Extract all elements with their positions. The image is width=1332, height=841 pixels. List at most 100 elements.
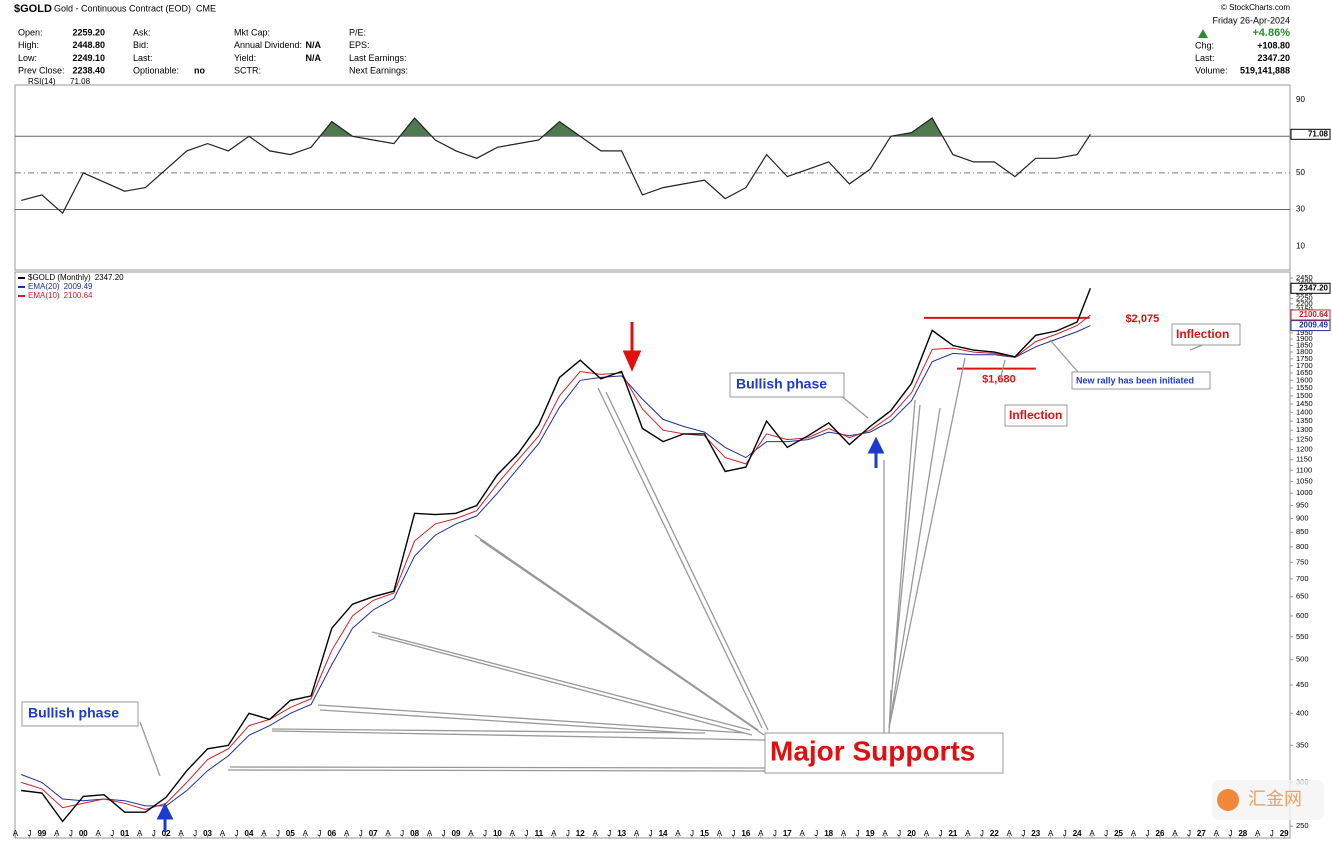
x-tick-label: A <box>965 829 971 838</box>
x-tick-label: J <box>566 829 570 838</box>
x-tick-label: J <box>193 829 197 838</box>
annotation-box <box>729 372 845 398</box>
x-tick-label: A <box>13 829 19 838</box>
rsi-line <box>21 117 1091 215</box>
y-tick-label: 800 <box>1296 542 1309 551</box>
watermark-box <box>1212 780 1324 820</box>
y-tick-label: 2200 <box>1296 299 1313 308</box>
x-tick-label: A <box>1048 829 1054 838</box>
x-tick-label: A <box>717 829 723 838</box>
legend-entry: $GOLD (Monthly) <box>28 273 91 282</box>
field-label: High: <box>18 40 39 50</box>
field-value: 2249.10 <box>72 53 105 63</box>
watermark-logo <box>1217 789 1239 811</box>
legend-entry: EMA(10) <box>28 291 60 300</box>
x-tick-label: 17 <box>783 829 792 838</box>
legend-entry: RSI(14) <box>28 77 56 86</box>
last-value: 2009.49 <box>1299 321 1328 330</box>
x-tick-label: A <box>96 829 102 838</box>
arrows <box>156 322 885 832</box>
price-chart: 25 03 00 350 400 450 500 550 600 650 700 750 800 850 9… <box>13 273 1331 838</box>
annotation-box <box>764 732 1004 774</box>
x-tick-label: J <box>1187 829 1191 838</box>
x-tick-label: J <box>690 829 694 838</box>
y-tick-label: 650 <box>1296 592 1309 601</box>
quote-label: Volume: <box>1195 65 1228 75</box>
y-tick-label: 2450 <box>1296 273 1313 282</box>
y-tick-label: 1150 <box>1296 455 1312 464</box>
field-label: Yield: <box>234 53 256 63</box>
field-label: Prev Close: <box>18 65 65 75</box>
x-tick-label: J <box>1228 829 1232 838</box>
field-label: Last: <box>133 53 153 63</box>
y-tick-label: 2250 <box>1296 293 1313 302</box>
x-tick-label: A <box>1172 829 1178 838</box>
legend-value: 2100.64 <box>64 291 93 300</box>
y-tick-label: 1750 <box>1296 354 1313 363</box>
quote-value: +108.80 <box>1257 40 1290 50</box>
y-tick-label: 600 <box>1296 611 1309 620</box>
y-tick-label: 1900 <box>1296 334 1313 343</box>
x-tick-label: J <box>897 829 901 838</box>
x-tick-label: A <box>634 829 640 838</box>
x-tick-label: A <box>1089 829 1095 838</box>
y-tick-label: 1500 <box>1296 391 1313 400</box>
value-box <box>1290 309 1331 321</box>
x-tick-label: J <box>27 829 31 838</box>
x-tick-label: 13 <box>617 829 626 838</box>
x-tick-label: A <box>841 829 847 838</box>
y-tick-label: 1800 <box>1296 347 1313 356</box>
x-tick-label: 12 <box>576 829 585 838</box>
field-value: N/A <box>306 40 322 50</box>
x-tick-label: A <box>800 829 806 838</box>
y-tick-label: 1600 <box>1296 375 1313 384</box>
annotation-box <box>21 701 139 727</box>
ema-line <box>21 314 1091 811</box>
field-label: SCTR: <box>234 65 261 75</box>
annotation: New rally has been initiated <box>1076 375 1194 385</box>
price-panel <box>14 271 1291 839</box>
y-tick-label: 350 <box>1296 740 1309 749</box>
legend-value: 2347.20 <box>95 273 124 282</box>
x-tick-label: A <box>1131 829 1137 838</box>
x-tick-label: 00 <box>79 829 88 838</box>
x-tick-label: A <box>385 829 391 838</box>
x-tick-label: A <box>261 829 267 838</box>
x-tick-label: A <box>137 829 143 838</box>
value-box <box>1290 282 1331 294</box>
x-tick-label: A <box>510 829 516 838</box>
x-tick-label: 18 <box>824 829 833 838</box>
y-tick-label: 2150 <box>1296 304 1313 313</box>
field-label: Ask: <box>133 27 151 37</box>
y-tick-label: 2400 <box>1296 278 1313 287</box>
x-tick-label: A <box>1214 829 1220 838</box>
field-value: no <box>194 65 205 75</box>
legend-value: 2009.49 <box>64 282 93 291</box>
x-tick-label: A <box>1255 829 1261 838</box>
x-tick-label: A <box>592 829 598 838</box>
y-tick-label: 1550 <box>1296 383 1313 392</box>
y-tick-label: 900 <box>1296 514 1309 523</box>
instrument-name: Gold - Continuous Contract (EOD) <box>54 3 191 13</box>
annotation-box <box>1071 371 1211 390</box>
x-tick-label: J <box>276 829 280 838</box>
x-tick-label: 05 <box>286 829 295 838</box>
annotation: Inflection <box>1176 327 1229 341</box>
y-tick-label: 1100 <box>1296 465 1312 474</box>
value-box <box>1290 320 1331 332</box>
y-tick-label: 1850 <box>1296 340 1313 349</box>
x-tick-label: A <box>54 829 60 838</box>
y-tick-label: 750 <box>1296 557 1309 566</box>
level-label: $1,680 <box>982 374 1016 386</box>
x-tick-label: J <box>359 829 363 838</box>
x-tick-label: J <box>856 829 860 838</box>
annotation: Major Supports <box>770 735 975 766</box>
x-tick-label: 15 <box>700 829 709 838</box>
pct-change: +4.86% <box>1252 27 1290 39</box>
x-tick-label: J <box>235 829 239 838</box>
x-tick-label: J <box>814 829 818 838</box>
overbought-fill <box>21 118 1091 137</box>
y-tick-label: 1050 <box>1296 476 1313 485</box>
x-tick-label: 04 <box>245 829 254 838</box>
x-tick-label: 14 <box>659 829 668 838</box>
